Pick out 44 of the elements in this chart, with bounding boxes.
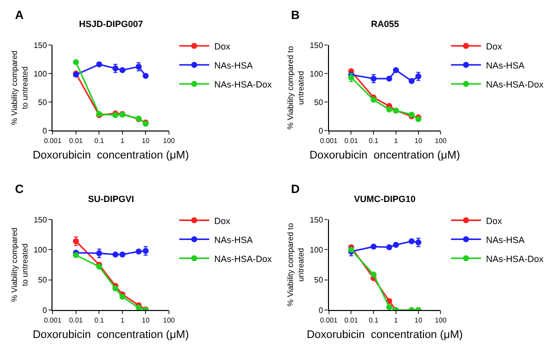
legend-label: NAs-HSA-Dox xyxy=(486,254,544,264)
y-tick-label: 150 xyxy=(34,40,48,50)
text: C xyxy=(15,182,24,196)
y-tick-label: 150 xyxy=(310,40,324,50)
legend-label: NAs-HSA xyxy=(214,60,253,70)
y-axis-title: % Viability compared to untreated xyxy=(10,50,30,126)
y-tick-label: 100 xyxy=(34,245,48,254)
y-axis-title: % Viability compared to untreated xyxy=(10,227,30,302)
y-tick-label: 100 xyxy=(310,69,324,78)
legend-label: NAs-HSA xyxy=(214,234,253,245)
chart-title: VUMC-DIPG10 xyxy=(354,194,416,204)
y-tick-label: 150 xyxy=(34,215,48,224)
y-tick-label: 0 xyxy=(42,126,48,136)
legend-label: NAs-HSA xyxy=(486,234,525,245)
legend-label: NAs-HSA-Dox xyxy=(214,254,272,264)
legend-label: NAs-HSA-Dox xyxy=(486,79,544,90)
legend-label: NAs-HSA-Dox xyxy=(214,79,272,90)
legend-label: Dox xyxy=(486,216,503,226)
text: A xyxy=(15,8,24,22)
y-tick-label: 50 xyxy=(38,276,48,285)
text: D xyxy=(291,182,300,196)
y-tick-label: 100 xyxy=(310,245,324,254)
y-tick-label: 150 xyxy=(310,215,324,224)
x-axis-title: Doxorubicin concentration (μM) xyxy=(32,149,189,162)
text: B xyxy=(291,8,300,22)
x-axis-title: Doxorubicin concentration (μM) xyxy=(32,328,189,341)
legend-label: Dox xyxy=(486,41,503,52)
y-tick-label: 50 xyxy=(38,98,48,107)
chart-title: HSJD-DIPG007 xyxy=(79,19,144,29)
x-axis-title: Doxorubicin concentration (μM) xyxy=(306,328,463,341)
y-axis-title: % Viability compared to untreated xyxy=(286,46,306,130)
legend-label: Dox xyxy=(214,216,231,226)
legend-label: Dox xyxy=(214,41,231,52)
y-tick-label: 0 xyxy=(318,306,324,315)
y-tick-label: 50 xyxy=(314,98,324,107)
legend-label: NAs-HSA xyxy=(486,60,525,70)
y-axis-title: % Viability compared to untreated xyxy=(286,222,306,306)
chart-title: SU-DIPGVI xyxy=(88,194,134,204)
x-axis-title: Doxorubicin oncentration (μM) xyxy=(309,149,460,162)
y-tick-label: 0 xyxy=(318,126,324,136)
y-tick-label: 50 xyxy=(314,276,324,285)
y-tick-label: 100 xyxy=(34,69,48,78)
y-tick-label: 0 xyxy=(42,306,48,315)
chart-title: RA055 xyxy=(371,19,400,29)
